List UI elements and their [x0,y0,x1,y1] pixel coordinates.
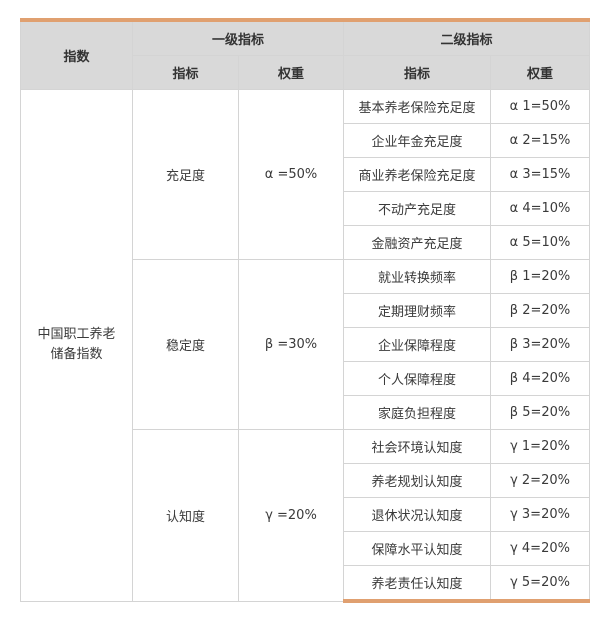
level2-weight: β 3=20% [490,327,591,362]
index-name-line2: 储备指数 [50,347,103,363]
table-body: 中国职工养老 储备指数 充足度 α =50% 基本养老保险充足度 α 1=50%… [20,89,591,603]
table-row: 定期理财频率 β 2=20% [21,293,591,328]
level2-indicator: 商业养老保险充足度 [343,157,492,192]
table-header: 指数 一级指标 二级指标 指标 权重 指标 权重 [20,18,591,90]
table-row: 认知度 γ =20% 社会环境认知度 γ 1=20% [21,429,591,602]
level1-weight: α =50% [237,89,345,260]
header-level1-indicator: 指标 [132,55,239,90]
level2-weight: α 2=15% [490,123,591,158]
table-row: 企业保障程度 β 3=20% [21,327,591,362]
header-level2-indicator: 指标 [343,55,492,90]
header-level2: 二级指标 [343,18,591,56]
level1-weight: γ =20% [237,429,345,602]
level2-indicator: 养老规划认知度 [343,463,492,498]
level2-indicator: 退休状况认知度 [343,497,492,532]
level2-indicator: 社会环境认知度 [343,429,492,464]
level2-indicator: 金融资产充足度 [343,225,492,260]
level2-indicator: 保障水平认知度 [343,531,492,566]
table-row: 企业年金充足度 α 2=15% [21,123,591,158]
table-row: 养老责任认知度 γ 5=20% [21,565,591,603]
level2-weight: β 2=20% [490,293,591,328]
level2-weight: γ 3=20% [490,497,591,532]
level2-weight: α 1=50% [490,89,591,124]
level2-weight: β 5=20% [490,395,591,430]
table-row: 家庭负担程度 β 5=20% [21,395,591,430]
header-index: 指数 [20,18,133,90]
level2-indicator: 家庭负担程度 [343,395,492,430]
header-level2-weight: 权重 [490,55,591,90]
table-row: 中国职工养老 储备指数 充足度 α =50% 基本养老保险充足度 α 1=50% [20,89,591,602]
header-level1-weight: 权重 [237,55,345,90]
table-row: 不动产充足度 α 4=10% [21,191,591,226]
table-row: 养老规划认知度 γ 2=20% [21,463,591,498]
header-level1: 一级指标 [131,18,345,56]
level1-weight: β =30% [237,259,345,430]
level2-weight: α 5=10% [490,225,591,260]
level2-weight: γ 5=20% [490,565,591,603]
table-row: 稳定度 β =30% 就业转换频率 β 1=20% [21,259,591,430]
level2-weight: β 1=20% [490,259,591,294]
level2-indicator: 个人保障程度 [343,361,492,396]
level2-indicator: 企业保障程度 [343,327,492,362]
level2-indicator: 不动产充足度 [343,191,492,226]
level1-indicator: 稳定度 [132,259,239,430]
table-row: 退休状况认知度 γ 3=20% [21,497,591,532]
table-row: 金融资产充足度 α 5=10% [21,225,591,260]
level2-weight: α 3=15% [490,157,591,192]
level2-indicator: 定期理财频率 [343,293,492,328]
level1-indicator: 充足度 [132,89,239,260]
index-name-line1: 中国职工养老 [37,327,116,343]
level2-indicator: 就业转换频率 [343,259,492,294]
level2-weight: γ 4=20% [490,531,591,566]
level2-weight: β 4=20% [490,361,591,396]
table-row: 保障水平认知度 γ 4=20% [21,531,591,566]
level1-indicator: 认知度 [132,429,239,602]
level2-indicator: 养老责任认知度 [343,565,492,603]
level2-weight: α 4=10% [490,191,591,226]
level2-weight: γ 2=20% [490,463,591,498]
level2-indicator: 企业年金充足度 [343,123,492,158]
level2-indicator: 基本养老保险充足度 [343,89,492,124]
pension-index-table: 指数 一级指标 二级指标 指标 权重 指标 权重 中国职工养老 储备指数 充足度… [20,18,591,603]
level2-weight: γ 1=20% [490,429,591,464]
index-name-cell: 中国职工养老 储备指数 [20,89,133,602]
